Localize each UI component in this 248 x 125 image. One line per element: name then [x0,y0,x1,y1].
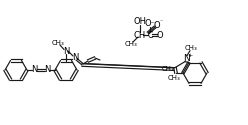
Text: CH₃: CH₃ [162,66,174,72]
Text: OH: OH [133,18,147,26]
Text: CH: CH [134,30,146,40]
Text: N: N [31,66,38,74]
Text: CH₃: CH₃ [185,45,197,51]
Text: C: C [147,30,153,40]
Text: O: O [157,30,163,40]
Text: O⁻: O⁻ [145,20,155,28]
Text: O: O [154,22,160,30]
Text: N: N [183,54,189,63]
Text: N: N [72,53,78,62]
Text: ⁻: ⁻ [159,20,163,25]
Text: CH₃: CH₃ [52,40,64,46]
Text: CH₃: CH₃ [125,41,137,47]
Text: CH₃: CH₃ [168,75,180,81]
Text: +: + [187,53,193,58]
Text: N: N [44,66,51,74]
Text: N: N [63,48,69,56]
